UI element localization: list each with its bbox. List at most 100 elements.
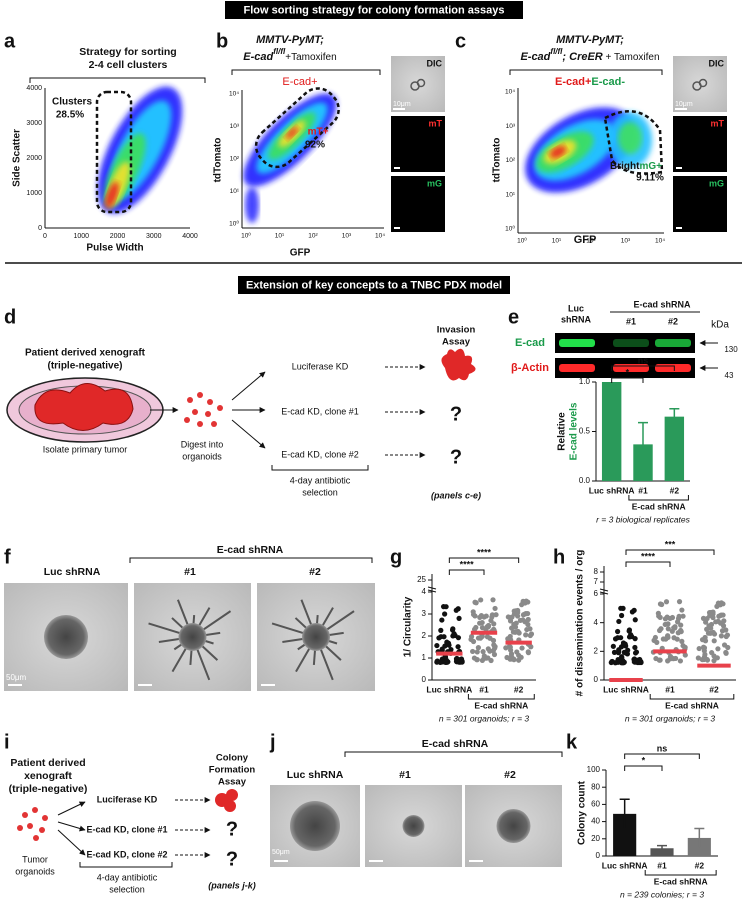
bracket: [129, 557, 373, 563]
gate: [603, 110, 664, 175]
label: organoids: [15, 866, 55, 876]
observation-dot: [663, 636, 669, 642]
label: (panels j-k): [208, 880, 256, 890]
label: E-cad+: [282, 76, 317, 88]
observation-dot: [707, 630, 713, 636]
observation-dot: [711, 658, 717, 664]
observation-dot: [471, 655, 478, 661]
observation-dot: [490, 637, 497, 644]
panel-letter: a: [4, 30, 16, 52]
observation-dot: [673, 655, 679, 662]
observation-dot: [523, 632, 529, 638]
error-bar: [657, 844, 667, 851]
observation-dot: [633, 649, 640, 655]
label: 43: [725, 371, 734, 380]
observation-dot: [478, 597, 484, 603]
density-region: [618, 122, 642, 154]
note: n = 301 organoids; r = 3: [439, 713, 530, 723]
observation-dot: [711, 631, 718, 637]
label: organoids: [182, 451, 222, 461]
observation-dot: [714, 603, 720, 609]
blot: [555, 333, 695, 353]
observation-dot: [715, 618, 721, 624]
observation-dot: [662, 621, 668, 628]
label: Isolate primary tumor: [43, 444, 128, 454]
observation-dot: [695, 655, 701, 661]
label-part: Bright: [610, 161, 640, 172]
observation-dot: [711, 638, 717, 644]
observation-dot: [711, 653, 717, 659]
y-tick-label: 0: [594, 675, 599, 684]
y-tick-label: 0: [596, 851, 601, 860]
observation-dot: [525, 616, 531, 623]
y-tick-label: 1000: [26, 190, 42, 197]
panel-letter: h: [553, 546, 565, 568]
observation-dot: [490, 597, 496, 603]
significance-bracket: [448, 557, 520, 563]
x-tick-label: 1000: [73, 233, 89, 240]
label: Patient derived: [10, 757, 85, 769]
observation-dot: [520, 617, 526, 623]
bracket: [467, 694, 535, 700]
y-tick-label: 1: [422, 653, 427, 662]
significance-label: ***: [665, 539, 676, 549]
observation-dot: [493, 612, 499, 618]
observation-dot: [470, 611, 477, 618]
y-tick-label: 25: [417, 575, 426, 584]
bracket: [509, 69, 663, 75]
error-bar: [669, 407, 680, 425]
y-tick-label: 4: [422, 587, 427, 596]
gate: [254, 87, 340, 169]
label: E-cad KD, clone #2: [86, 849, 167, 859]
y-tick-label: 0.5: [579, 427, 591, 436]
label-part: fl/fl: [273, 47, 286, 56]
label: (panels c-e): [431, 490, 481, 500]
observation-dot: [491, 642, 497, 648]
label: #1: [399, 769, 411, 781]
y-axis-label: E-cad levels: [569, 402, 580, 460]
observation-dot: [441, 634, 447, 640]
y-tick-label: 60: [591, 800, 600, 809]
panel-letter: c: [455, 30, 466, 52]
observation-dot: [434, 659, 440, 665]
observation-dot: [451, 631, 457, 637]
observation-dot: [719, 628, 726, 634]
label: Patient derived xenograft: [25, 348, 146, 359]
label: Colony: [216, 753, 249, 764]
panel-letter: f: [4, 546, 11, 568]
observation-dot: [519, 645, 525, 651]
x-tick-label: 2000: [110, 233, 126, 240]
rule: [231, 419, 266, 449]
observation-dot: [616, 618, 622, 625]
label-part: fl/fl: [550, 47, 563, 56]
panel-letter: j: [269, 731, 276, 753]
y-tick-label: 0: [422, 675, 427, 684]
observation-dot: [477, 620, 483, 626]
significance-label: *: [626, 367, 630, 377]
density-region: [549, 145, 567, 159]
label: E-cad shRNA: [633, 299, 691, 309]
observation-dot: [525, 621, 531, 628]
observation-dot: [479, 625, 486, 631]
label: Assay: [442, 337, 471, 348]
x-tick-label: #1: [657, 860, 667, 870]
label: Digest into: [181, 439, 224, 449]
observation-dot: [475, 645, 481, 651]
significance-bracket: [624, 753, 700, 759]
y-axis-label: # of dissemination events / org: [575, 550, 586, 697]
observation-dot: [608, 659, 614, 666]
label-part: E-cad: [520, 51, 550, 63]
observation-dot: [653, 655, 659, 662]
observation-dot: [511, 657, 517, 663]
observation-dot: [525, 649, 531, 655]
bar: [613, 813, 637, 856]
observation-dot: [485, 624, 491, 630]
y-tick-label: 100: [587, 765, 601, 774]
bracket: [344, 751, 563, 757]
note: n = 301 organoids; r = 3: [625, 713, 716, 723]
label: 130: [724, 345, 738, 354]
bracket: [628, 495, 689, 501]
observation-dot: [434, 642, 440, 649]
label: #1: [626, 316, 636, 326]
organoid: [17, 825, 23, 831]
